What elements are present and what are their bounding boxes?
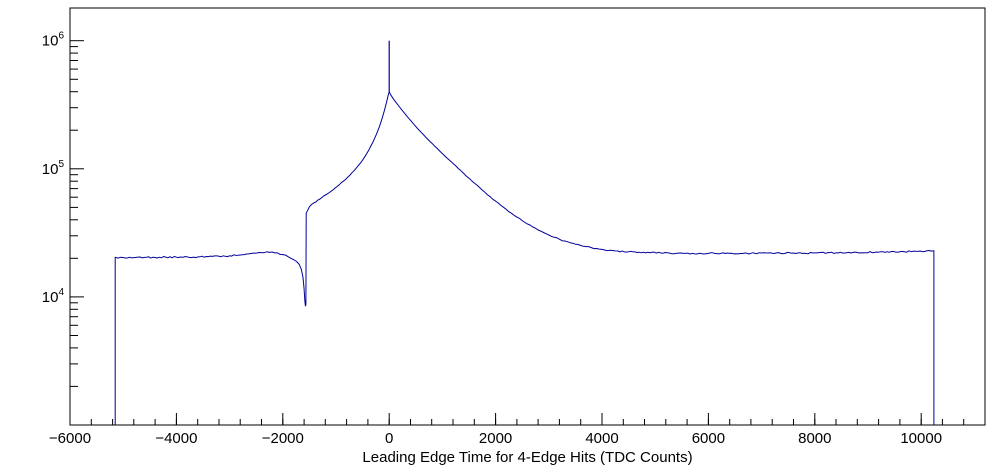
- x-tick-label: 2000: [479, 430, 512, 447]
- histogram-line: [114, 91, 935, 425]
- x-tick-label: 0: [385, 430, 393, 447]
- x-tick-label: −2000: [262, 430, 304, 447]
- x-tick-label: 4000: [585, 430, 618, 447]
- y-tick-label: 104: [42, 287, 65, 306]
- x-axis-title: Leading Edge Time for 4-Edge Hits (TDC C…: [362, 449, 692, 466]
- x-tick-label: −6000: [49, 430, 91, 447]
- x-tick-label: 8000: [798, 430, 831, 447]
- plot-frame: [69, 7, 986, 426]
- y-tick-label: 106: [42, 31, 65, 50]
- y-tick-label: 105: [42, 159, 65, 178]
- x-tick-label: 10000: [900, 430, 942, 447]
- x-tick-label: 6000: [692, 430, 725, 447]
- x-tick-label: −4000: [155, 430, 197, 447]
